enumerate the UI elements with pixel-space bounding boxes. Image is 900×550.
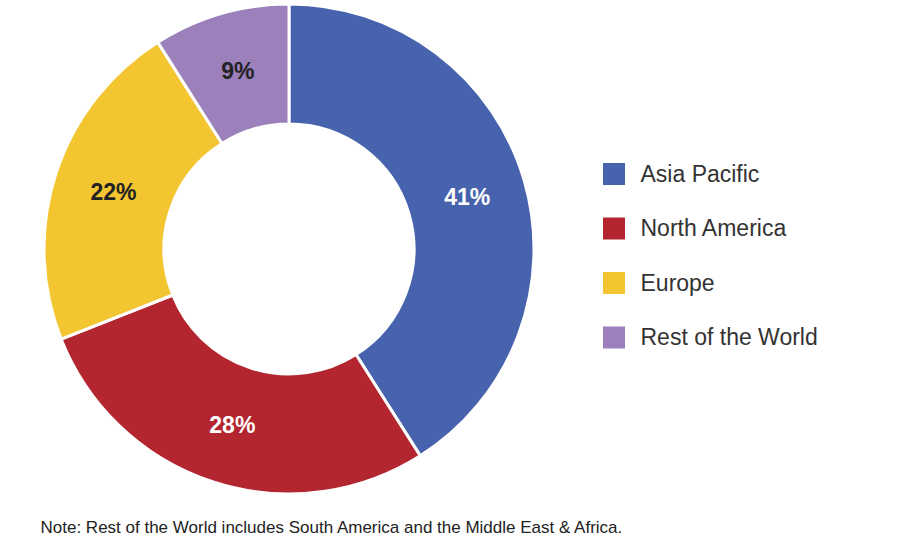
svg-text:Asia Pacific: Asia Pacific — [641, 161, 760, 187]
svg-text:Europe: Europe — [641, 270, 715, 296]
svg-text:41%: 41% — [444, 184, 490, 210]
svg-text:28%: 28% — [209, 412, 255, 438]
svg-text:22%: 22% — [91, 179, 137, 205]
svg-text:Note: Rest of the World includ: Note: Rest of the World includes South A… — [41, 518, 623, 537]
svg-text:Rest of the World: Rest of the World — [641, 324, 818, 350]
svg-text:9%: 9% — [221, 58, 254, 84]
svg-text:North America: North America — [641, 215, 787, 241]
